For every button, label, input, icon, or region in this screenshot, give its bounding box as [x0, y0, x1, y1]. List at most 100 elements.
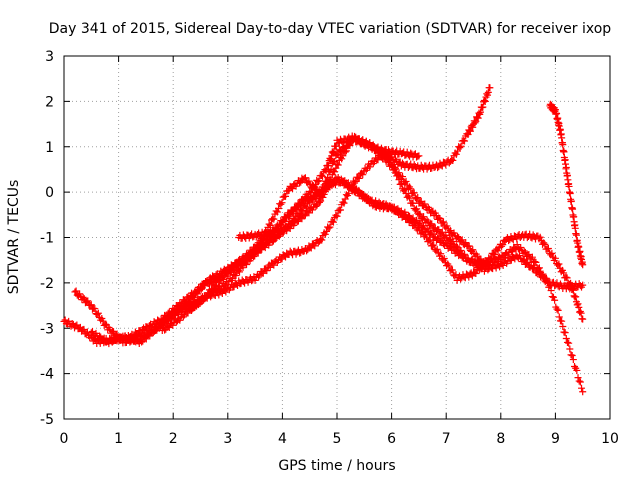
data-point — [261, 244, 269, 252]
data-point — [218, 271, 226, 279]
x-tick-label: 7 — [442, 431, 451, 447]
data-point — [308, 181, 316, 189]
data-point — [329, 218, 337, 226]
data-point — [195, 301, 203, 309]
data-point — [317, 235, 325, 243]
data-point — [272, 234, 280, 242]
data-point — [579, 388, 587, 396]
data-point — [84, 297, 92, 305]
data-point — [569, 356, 577, 364]
data-point — [434, 164, 442, 172]
data-point — [458, 236, 466, 244]
data-point — [438, 228, 446, 236]
y-tick-label: -3 — [40, 321, 54, 337]
data-point — [188, 307, 196, 315]
data-point — [270, 261, 278, 269]
data-point — [328, 148, 336, 156]
data-point — [416, 210, 424, 218]
data-point — [264, 231, 272, 239]
data-point — [169, 321, 177, 329]
data-point — [91, 305, 99, 313]
data-point — [474, 114, 482, 122]
data-point — [563, 338, 571, 346]
data-point — [337, 206, 345, 214]
data-point — [68, 319, 76, 327]
data-point — [572, 231, 580, 239]
data-point — [204, 280, 212, 288]
data-point — [374, 156, 382, 164]
data-point — [358, 137, 366, 145]
data-point — [331, 157, 339, 165]
data-point — [399, 159, 407, 167]
x-tick-label: 5 — [333, 431, 342, 447]
data-point — [449, 237, 457, 245]
data-point — [172, 318, 180, 326]
chart-title: Day 341 of 2015, Sidereal Day-to-day VTE… — [49, 21, 612, 37]
data-point — [555, 313, 563, 321]
x-axis-label: GPS time / hours — [278, 458, 395, 474]
data-point — [559, 323, 567, 331]
data-point — [389, 203, 397, 211]
data-point — [553, 305, 561, 313]
data-point — [282, 192, 290, 200]
data-point — [448, 156, 456, 164]
data-point — [239, 264, 247, 272]
data-point — [271, 227, 279, 235]
data-point — [305, 177, 313, 185]
data-point — [435, 234, 443, 242]
data-point — [328, 218, 336, 226]
data-point — [566, 345, 574, 353]
data-point — [469, 246, 477, 254]
data-point — [241, 279, 249, 287]
x-tick-label: 2 — [169, 431, 178, 447]
data-point — [402, 177, 410, 185]
data-point — [416, 219, 424, 227]
data-point — [457, 249, 465, 257]
data-point — [547, 287, 555, 295]
data-point — [325, 224, 333, 232]
x-tick-label: 4 — [278, 431, 287, 447]
data-point — [574, 374, 582, 382]
data-point — [429, 242, 437, 250]
data-point — [466, 126, 474, 134]
y-tick-label: -5 — [40, 412, 54, 428]
data-point — [448, 266, 456, 274]
data-point — [315, 198, 323, 206]
data-point — [562, 273, 570, 281]
data-point — [317, 172, 325, 180]
data-point — [312, 194, 320, 202]
data-point — [493, 257, 501, 265]
series-track-c — [71, 146, 494, 347]
data-point — [341, 177, 349, 185]
data-point — [568, 352, 576, 360]
data-point — [525, 251, 533, 259]
data-point — [475, 109, 483, 117]
data-point — [418, 228, 426, 236]
data-point — [579, 281, 587, 289]
data-point — [468, 272, 476, 280]
data-point — [184, 309, 192, 317]
data-point — [265, 220, 273, 228]
data-point — [201, 280, 209, 288]
data-point — [471, 119, 479, 127]
data-point — [454, 233, 462, 241]
series-track-f — [235, 134, 587, 396]
data-point — [445, 235, 453, 243]
data-point — [541, 240, 549, 248]
data-point — [423, 225, 431, 233]
data-point — [76, 290, 84, 298]
data-point — [324, 162, 332, 170]
data-point — [507, 248, 515, 256]
data-point — [285, 211, 293, 219]
x-tick-label: 9 — [551, 431, 560, 447]
data-point — [152, 327, 160, 335]
data-point — [338, 148, 346, 156]
data-point — [555, 260, 563, 268]
data-point — [469, 123, 477, 131]
x-tick-label: 1 — [114, 431, 123, 447]
data-point — [570, 292, 578, 300]
data-point — [222, 288, 230, 296]
data-point — [205, 290, 213, 298]
data-point — [317, 197, 325, 205]
data-point — [563, 274, 571, 282]
